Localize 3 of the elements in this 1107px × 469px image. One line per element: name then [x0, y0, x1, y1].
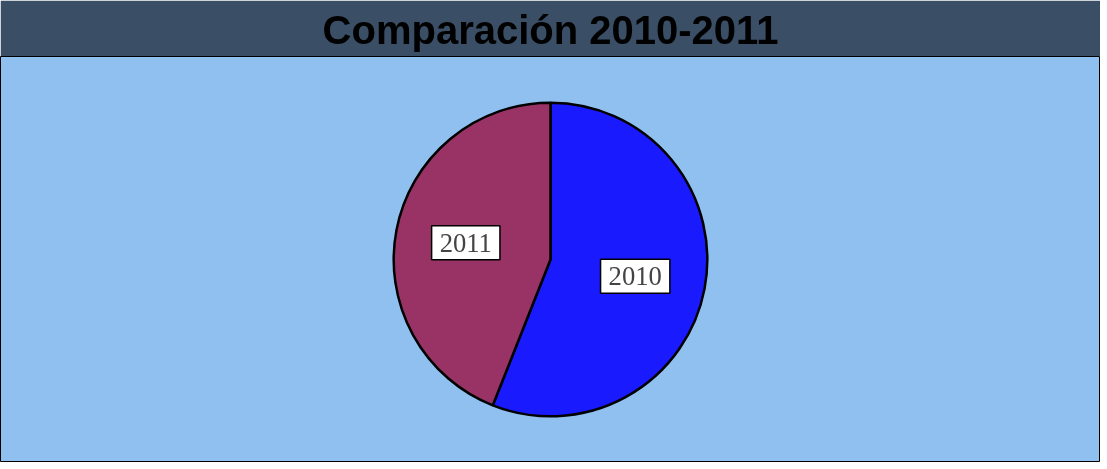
- chart-title: Comparación 2010-2011: [322, 7, 779, 52]
- slice-label: 2010: [608, 261, 662, 292]
- slice-label: 2011: [439, 227, 492, 258]
